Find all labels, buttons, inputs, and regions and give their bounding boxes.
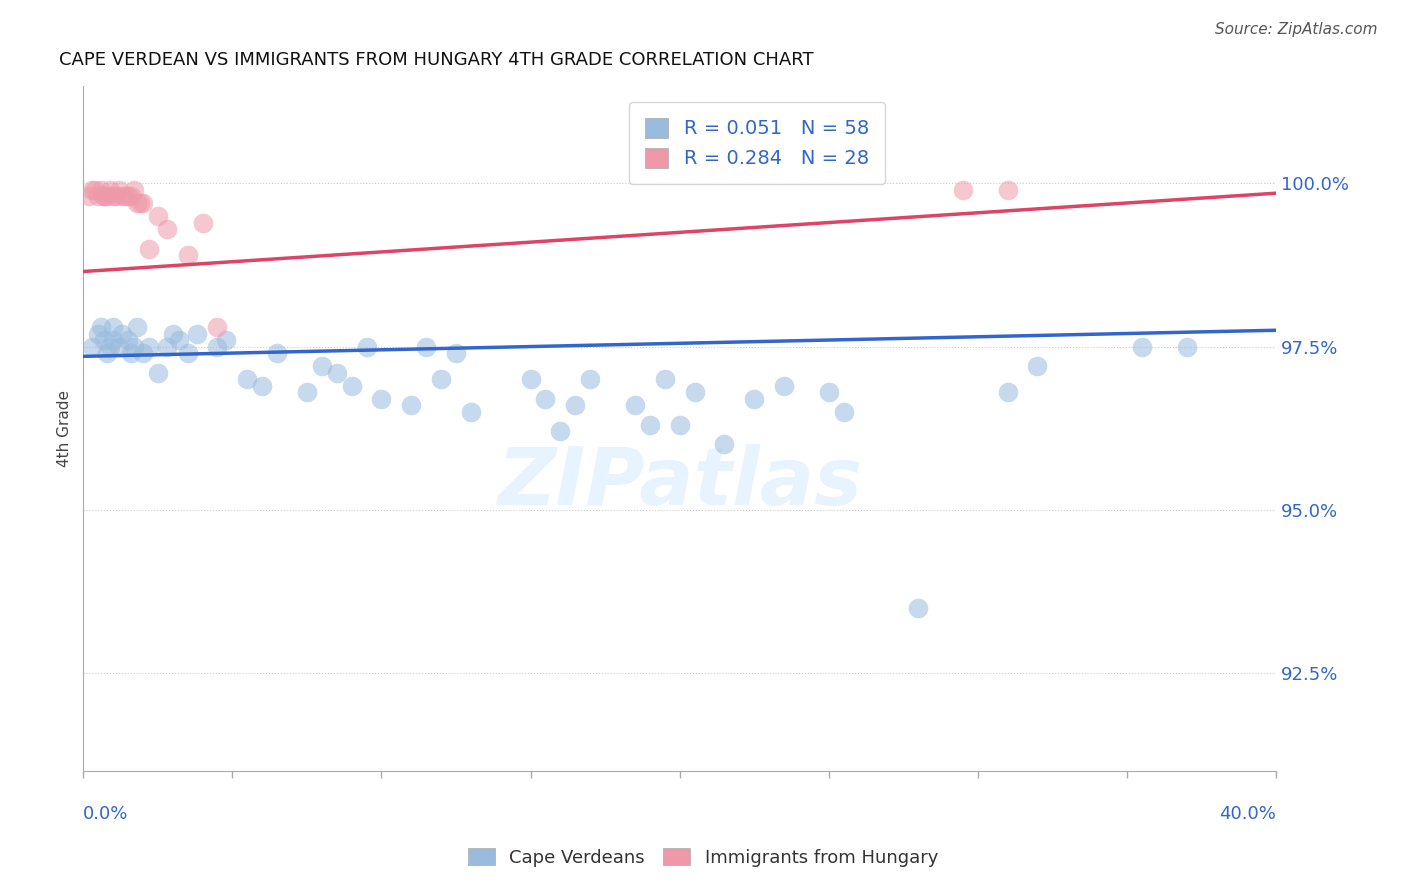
Point xyxy=(132,196,155,211)
Point xyxy=(176,248,198,262)
Point xyxy=(430,372,453,386)
Point xyxy=(93,333,115,347)
Point xyxy=(176,346,198,360)
Point xyxy=(122,183,145,197)
Point xyxy=(96,189,118,203)
Point xyxy=(87,326,110,341)
Point xyxy=(98,340,121,354)
Point xyxy=(325,366,347,380)
Text: 0.0%: 0.0% xyxy=(83,805,129,823)
Point xyxy=(207,340,229,354)
Point xyxy=(668,417,690,432)
Point xyxy=(146,366,169,380)
Point xyxy=(111,189,134,203)
Point xyxy=(742,392,765,406)
Point xyxy=(93,189,115,203)
Y-axis label: 4th Grade: 4th Grade xyxy=(58,390,72,467)
Point xyxy=(122,340,145,354)
Point xyxy=(773,378,796,392)
Point xyxy=(1130,340,1153,354)
Point xyxy=(191,216,214,230)
Point xyxy=(162,326,184,341)
Point xyxy=(98,183,121,197)
Point xyxy=(146,209,169,223)
Point xyxy=(654,372,676,386)
Point xyxy=(713,437,735,451)
Point xyxy=(579,372,602,386)
Point xyxy=(117,189,139,203)
Point xyxy=(534,392,557,406)
Point xyxy=(460,405,482,419)
Point xyxy=(120,346,142,360)
Point xyxy=(311,359,333,373)
Point xyxy=(997,183,1019,197)
Text: ZIPatlas: ZIPatlas xyxy=(498,444,862,522)
Point xyxy=(138,340,160,354)
Point xyxy=(101,189,124,203)
Point xyxy=(114,189,136,203)
Point xyxy=(82,340,104,354)
Point xyxy=(415,340,437,354)
Point xyxy=(550,425,572,439)
Point xyxy=(817,385,839,400)
Point xyxy=(82,183,104,197)
Text: CAPE VERDEAN VS IMMIGRANTS FROM HUNGARY 4TH GRADE CORRELATION CHART: CAPE VERDEAN VS IMMIGRANTS FROM HUNGARY … xyxy=(59,51,814,69)
Point xyxy=(101,320,124,334)
Point xyxy=(250,378,273,392)
Point xyxy=(129,196,152,211)
Point xyxy=(125,320,148,334)
Point xyxy=(340,378,363,392)
Point xyxy=(87,189,110,203)
Point xyxy=(295,385,318,400)
Point xyxy=(125,196,148,211)
Point xyxy=(638,417,661,432)
Point xyxy=(266,346,288,360)
Point xyxy=(77,189,100,203)
Point xyxy=(624,398,647,412)
Point xyxy=(117,333,139,347)
Point xyxy=(236,372,259,386)
Point xyxy=(93,189,115,203)
Point xyxy=(90,183,112,197)
Point xyxy=(832,405,855,419)
Point xyxy=(907,600,929,615)
Point xyxy=(156,222,179,236)
Point xyxy=(683,385,706,400)
Point xyxy=(401,398,423,412)
Text: 40.0%: 40.0% xyxy=(1219,805,1277,823)
Point xyxy=(564,398,586,412)
Point xyxy=(105,189,128,203)
Point xyxy=(108,340,131,354)
Point xyxy=(111,326,134,341)
Point xyxy=(370,392,392,406)
Point xyxy=(952,183,974,197)
Point xyxy=(96,346,118,360)
Point xyxy=(444,346,467,360)
Point xyxy=(1175,340,1198,354)
Point xyxy=(356,340,378,354)
Point xyxy=(101,333,124,347)
Point xyxy=(167,333,190,347)
Point xyxy=(1026,359,1049,373)
Point xyxy=(84,183,107,197)
Point xyxy=(156,340,179,354)
Point xyxy=(186,326,208,341)
Point xyxy=(120,189,142,203)
Point xyxy=(132,346,155,360)
Point xyxy=(215,333,238,347)
Point xyxy=(997,385,1019,400)
Point xyxy=(207,320,229,334)
Text: Source: ZipAtlas.com: Source: ZipAtlas.com xyxy=(1215,22,1378,37)
Point xyxy=(90,320,112,334)
Point xyxy=(519,372,541,386)
Point xyxy=(138,242,160,256)
Legend: R = 0.051   N = 58, R = 0.284   N = 28: R = 0.051 N = 58, R = 0.284 N = 28 xyxy=(630,102,884,184)
Point xyxy=(108,183,131,197)
Legend: Cape Verdeans, Immigrants from Hungary: Cape Verdeans, Immigrants from Hungary xyxy=(461,841,945,874)
